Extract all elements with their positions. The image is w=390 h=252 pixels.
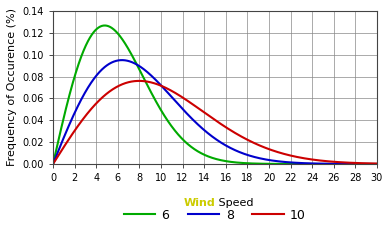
6 <box>273 162 278 165</box>
Line: 10: 10 <box>53 81 377 164</box>
6 <box>102 24 107 27</box>
6 <box>194 149 199 152</box>
Legend: 6, 8, 10: 6, 8, 10 <box>119 204 311 227</box>
10 <box>273 150 278 153</box>
10 <box>182 97 187 100</box>
6 <box>182 139 187 142</box>
6 <box>84 43 89 46</box>
10 <box>374 162 379 165</box>
8 <box>84 89 89 92</box>
10 <box>137 79 142 82</box>
8 <box>303 162 308 165</box>
8 <box>309 162 314 165</box>
10 <box>309 158 314 161</box>
8 <box>182 109 187 112</box>
10 <box>84 114 89 117</box>
Y-axis label: Frequency of Occurence (%): Frequency of Occurence (%) <box>7 9 17 167</box>
6 <box>51 163 55 166</box>
Text: Speed: Speed <box>215 198 254 208</box>
Line: 6: 6 <box>53 25 377 164</box>
8 <box>273 160 278 163</box>
8 <box>51 163 55 166</box>
10 <box>303 157 308 160</box>
Line: 8: 8 <box>53 60 377 164</box>
Text: Wind: Wind <box>183 198 215 208</box>
10 <box>51 163 55 166</box>
8 <box>120 59 124 62</box>
6 <box>374 163 379 166</box>
8 <box>194 121 199 124</box>
10 <box>194 105 199 108</box>
8 <box>374 163 379 166</box>
6 <box>303 163 308 166</box>
6 <box>309 163 314 166</box>
